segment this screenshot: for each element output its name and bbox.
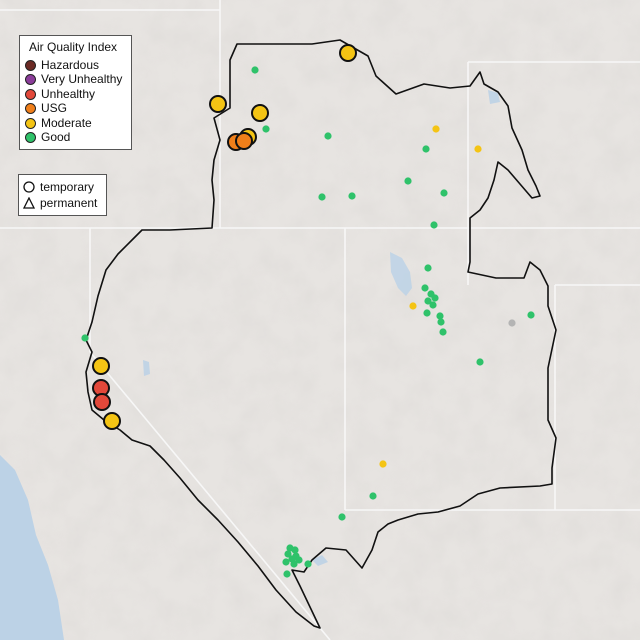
monitor-good — [324, 132, 332, 140]
legend-label: Unhealthy — [41, 87, 96, 101]
yellowstone-lake — [488, 90, 500, 104]
lake-tahoe — [143, 360, 150, 376]
monitor-moderate — [379, 460, 387, 468]
monitor-good — [348, 192, 356, 200]
triangle-icon — [23, 197, 35, 209]
monitor-good — [262, 125, 270, 133]
legend-item-moderate: Moderate — [25, 116, 92, 130]
monitor-good — [437, 318, 445, 326]
unhealthy-swatch — [25, 88, 36, 100]
great-salt-lake — [390, 252, 412, 296]
monitor-good — [338, 513, 346, 521]
temp-monitor-usg — [235, 132, 253, 150]
monitor-moderate — [432, 125, 440, 133]
monitor-good — [476, 358, 484, 366]
legend-item-temporary: temporary — [23, 180, 94, 194]
pacific-ocean — [0, 455, 64, 640]
temp-monitor-moderate — [339, 44, 357, 62]
monitor-good — [423, 309, 431, 317]
monitor-moderate — [474, 145, 482, 153]
legend-item-usg: USG — [25, 101, 67, 115]
monitor-good — [291, 546, 299, 554]
monitor-good — [430, 221, 438, 229]
monitor-good — [527, 311, 535, 319]
monitor-good — [424, 297, 432, 305]
good-monitors — [81, 66, 535, 578]
monitor-good — [284, 550, 292, 558]
monitor-good — [424, 264, 432, 272]
monitor-good — [429, 301, 437, 309]
monitor-no-data — [508, 319, 516, 327]
legend-label: Moderate — [41, 116, 92, 130]
temp-monitor-moderate — [209, 95, 227, 113]
moderate-swatch — [25, 117, 36, 129]
moderate-monitors — [379, 125, 482, 468]
monitor-good — [436, 312, 444, 320]
monitor-good — [440, 189, 448, 197]
legend-label: Hazardous — [41, 58, 100, 72]
monitor-good — [422, 145, 430, 153]
temp-monitor-moderate — [251, 104, 269, 122]
good-swatch — [25, 131, 36, 143]
region-boundary — [85, 39, 557, 629]
monitor-good — [431, 294, 439, 302]
monitor-good — [282, 558, 290, 566]
temporary-label: temporary — [40, 180, 95, 194]
legend-label: Very Unhealthy — [41, 72, 123, 86]
permanent-label: permanent — [40, 196, 98, 210]
temp-monitor-moderate — [103, 412, 121, 430]
legend-item-good: Good — [25, 130, 70, 144]
legend-item-hazardous: Hazardous — [25, 58, 99, 72]
lake-mead — [312, 555, 328, 566]
very-unhealthy-swatch — [25, 73, 36, 85]
monitor-good — [295, 556, 303, 564]
monitor-good — [369, 492, 377, 500]
temp-monitor-unhealthy — [93, 393, 111, 411]
legend-item-unhealthy: Unhealthy — [25, 87, 95, 101]
hazardous-swatch — [25, 59, 36, 71]
monitor-type-legend: temporary permanent — [18, 174, 107, 216]
aqi-legend: Air Quality Index Hazardous Very Unhealt… — [19, 35, 132, 150]
monitor-good — [439, 328, 447, 336]
usg-swatch — [25, 102, 36, 114]
temp-monitor-moderate — [92, 357, 110, 375]
monitor-good — [404, 177, 412, 185]
monitor-good — [251, 66, 259, 74]
legend-title: Air Quality Index — [29, 40, 118, 54]
temporary-monitors — [92, 44, 357, 430]
legend-item-very-unhealthy: Very Unhealthy — [25, 72, 122, 86]
legend-label: Good — [41, 130, 71, 144]
monitor-moderate — [409, 302, 417, 310]
circle-icon — [23, 181, 35, 193]
legend-label: USG — [41, 101, 68, 115]
monitor-good — [304, 560, 312, 568]
monitor-good — [421, 284, 429, 292]
monitor-good — [318, 193, 326, 201]
monitor-good — [290, 560, 298, 568]
monitor-good — [81, 334, 89, 342]
monitor-good — [283, 570, 291, 578]
legend-item-permanent: permanent — [23, 196, 97, 210]
